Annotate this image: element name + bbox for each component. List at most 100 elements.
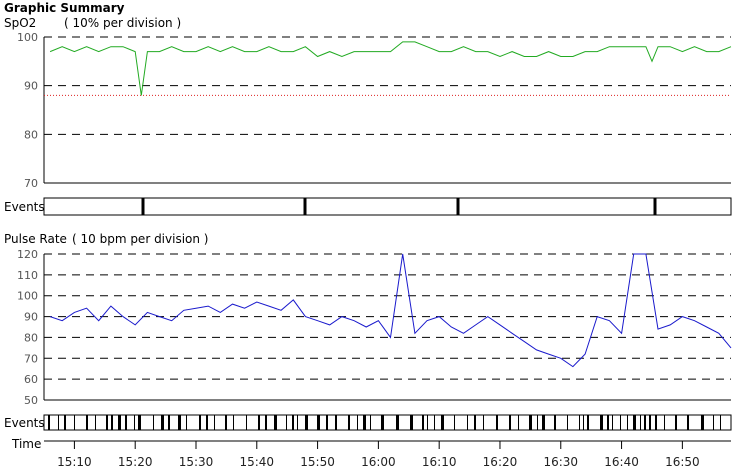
event-mark-2 <box>74 415 75 430</box>
spo2-panel: 70 80 90 100 <box>17 31 732 190</box>
event-mark-2 <box>720 415 721 430</box>
events-marks-2 <box>48 415 721 430</box>
event-mark-2 <box>297 415 298 430</box>
pulse-label: Pulse Rate <box>4 232 67 246</box>
pulse-y-tick-label: 60 <box>24 373 38 386</box>
events-bar <box>43 197 732 216</box>
event-mark-2 <box>529 415 532 430</box>
event-mark-2 <box>357 415 358 430</box>
event-mark-2 <box>633 415 636 430</box>
event-mark-2 <box>258 415 260 430</box>
spo2-y-tick-label: 90 <box>24 80 38 93</box>
event-mark-2 <box>655 415 657 430</box>
event-mark-2 <box>64 415 66 430</box>
pulse-y-tick-label: 110 <box>17 269 38 282</box>
event-mark-2 <box>125 415 127 430</box>
pulse-series-line <box>49 253 732 368</box>
event-mark-2 <box>567 415 568 430</box>
spo2-label: SpO2 <box>4 16 36 30</box>
events-label-2: Events <box>4 416 45 430</box>
event-mark-2 <box>496 415 498 430</box>
event-mark-2 <box>326 415 328 430</box>
pulse-y-tick-label: 50 <box>24 394 38 407</box>
event-mark-2 <box>649 415 651 430</box>
event-mark-2 <box>583 415 584 430</box>
event-mark-2 <box>542 415 545 430</box>
pulse-y-tick-label: 120 <box>17 248 38 261</box>
event-mark-2 <box>335 415 337 430</box>
event-mark-2 <box>434 415 435 430</box>
event-mark-2 <box>587 415 589 430</box>
event-mark-2 <box>687 415 689 430</box>
event-mark-2 <box>58 415 59 430</box>
event-mark-2 <box>206 415 208 430</box>
time-tick-label: 15:20 <box>118 455 153 469</box>
pulse-scale-label: ( 10 bpm per division ) <box>72 232 208 246</box>
event-mark-2 <box>467 415 468 430</box>
event-mark-2 <box>640 415 641 430</box>
event-mark-2 <box>483 415 484 430</box>
event-mark-2 <box>48 415 50 430</box>
event-mark-2 <box>178 415 181 430</box>
event-mark-2 <box>554 415 556 430</box>
event-mark-2 <box>612 415 613 430</box>
summary-title: Graphic Summary <box>4 1 125 15</box>
spo2-y-tick-label: 100 <box>17 31 38 44</box>
event-mark-2 <box>627 415 628 430</box>
time-tick-label: 16:00 <box>361 455 396 469</box>
events-marks <box>141 198 657 215</box>
event-mark-2 <box>168 415 170 430</box>
event-mark-2 <box>286 415 287 430</box>
event-mark <box>303 198 307 215</box>
event-mark-2 <box>620 415 621 430</box>
spo2-scale-label: ( 10% per division ) <box>64 16 181 30</box>
event-mark-2 <box>422 415 424 430</box>
event-mark-2 <box>600 415 603 430</box>
event-mark-2 <box>233 415 234 430</box>
event-mark-2 <box>111 415 113 430</box>
event-mark-2 <box>410 415 413 430</box>
event-mark-2 <box>427 415 428 430</box>
time-tick-label: 16:10 <box>422 455 457 469</box>
pulse-y-tick-label: 90 <box>24 311 38 324</box>
event-mark-2 <box>199 415 201 430</box>
event-mark <box>141 198 145 215</box>
event-mark-2 <box>363 415 366 430</box>
event-mark-2 <box>225 415 227 430</box>
event-mark-2 <box>186 415 187 430</box>
spo2-y-tick-label: 70 <box>24 177 38 190</box>
pulse-panel: 50 60 70 80 90 100 110 120 <box>17 248 732 407</box>
event-mark-2 <box>644 415 646 430</box>
pulse-y-tick-label: 80 <box>24 331 38 344</box>
event-mark-2 <box>317 415 320 430</box>
event-mark-2 <box>509 415 511 430</box>
event-mark-2 <box>348 415 350 430</box>
time-tick-label: 15:10 <box>57 455 92 469</box>
event-mark-2 <box>153 415 154 430</box>
event-mark-2 <box>118 415 121 430</box>
event-mark-2 <box>86 415 88 430</box>
spo2-series-line <box>49 41 732 96</box>
event-mark-2 <box>579 415 580 430</box>
events-label: Events <box>4 200 45 214</box>
time-tick-label: 15:40 <box>239 455 274 469</box>
event-mark-2 <box>675 415 677 430</box>
time-tick-label: 16:40 <box>604 455 639 469</box>
pulse-y-tick-label: 70 <box>24 352 38 365</box>
event-mark-2 <box>474 415 476 430</box>
time-tick-label: 15:30 <box>179 455 214 469</box>
time-tick-label: 16:50 <box>665 455 700 469</box>
event-mark-2 <box>441 415 444 430</box>
event-mark-2 <box>664 415 665 430</box>
event-mark-2 <box>134 415 135 430</box>
event-mark <box>653 198 657 215</box>
time-label: Time <box>11 437 41 451</box>
event-mark-2 <box>537 415 538 430</box>
event-mark-2 <box>713 415 714 430</box>
event-mark-2 <box>701 415 704 430</box>
time-tick-label: 16:30 <box>543 455 578 469</box>
event-mark-2 <box>305 415 308 430</box>
time-tick-label: 16:20 <box>483 455 518 469</box>
event-mark-2 <box>518 415 519 430</box>
event-mark-2 <box>381 415 384 430</box>
